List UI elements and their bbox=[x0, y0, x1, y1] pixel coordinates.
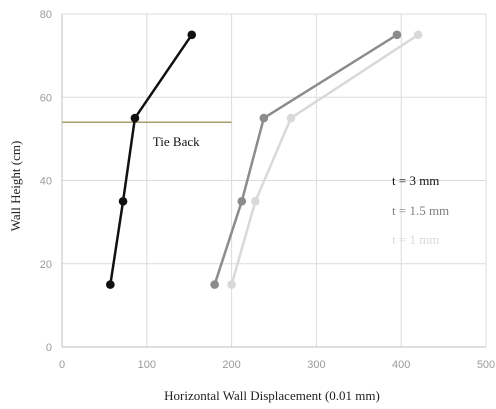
data-point bbox=[251, 197, 260, 206]
data-point bbox=[187, 30, 197, 40]
data-point bbox=[259, 113, 269, 123]
series-t-3-mm bbox=[106, 30, 197, 289]
y-tick-label: 80 bbox=[40, 9, 52, 21]
x-tick-label: 400 bbox=[392, 359, 410, 371]
y-tick-label: 0 bbox=[46, 342, 52, 354]
data-point bbox=[286, 113, 296, 123]
x-tick-label: 500 bbox=[477, 359, 495, 371]
tie-back-label: Tie Back bbox=[153, 134, 200, 149]
x-tick-label: 100 bbox=[138, 359, 156, 371]
x-tick-label: 300 bbox=[307, 359, 325, 371]
data-point bbox=[106, 280, 115, 289]
grid bbox=[62, 13, 487, 347]
series-line bbox=[230, 33, 419, 285]
tick-labels: 0 100 200 300 400 500 0 20 40 60 80 bbox=[40, 9, 495, 371]
series-group bbox=[106, 30, 423, 289]
tie-back-group: Tie Back bbox=[62, 121, 232, 149]
data-point bbox=[118, 197, 128, 206]
legend-entry: t = 3 mm bbox=[392, 173, 439, 188]
y-tick-label: 20 bbox=[40, 259, 52, 271]
series-t-1-mm bbox=[227, 30, 423, 289]
data-point bbox=[237, 197, 247, 206]
series-line bbox=[213, 33, 398, 285]
y-tick-label: 60 bbox=[40, 92, 52, 104]
axes bbox=[61, 14, 486, 348]
series-line bbox=[109, 34, 193, 285]
legend: t = 3 mm t = 1.5 mm t = 1 mm bbox=[392, 173, 449, 247]
legend-entry: t = 1.5 mm bbox=[392, 203, 449, 218]
y-tick-label: 40 bbox=[40, 176, 52, 188]
data-point bbox=[227, 280, 236, 289]
x-tick-label: 200 bbox=[222, 359, 240, 371]
data-point bbox=[130, 113, 140, 123]
x-axis-title: Horizontal Wall Displacement (0.01 mm) bbox=[164, 388, 380, 403]
legend-entry: t = 1 mm bbox=[392, 232, 439, 247]
data-point bbox=[392, 30, 402, 40]
y-axis-title: Wall Height (cm) bbox=[8, 141, 23, 232]
series-t-1-5-mm bbox=[210, 30, 402, 289]
data-point bbox=[210, 280, 219, 289]
data-point bbox=[413, 30, 423, 40]
x-tick-label: 0 bbox=[59, 359, 65, 371]
